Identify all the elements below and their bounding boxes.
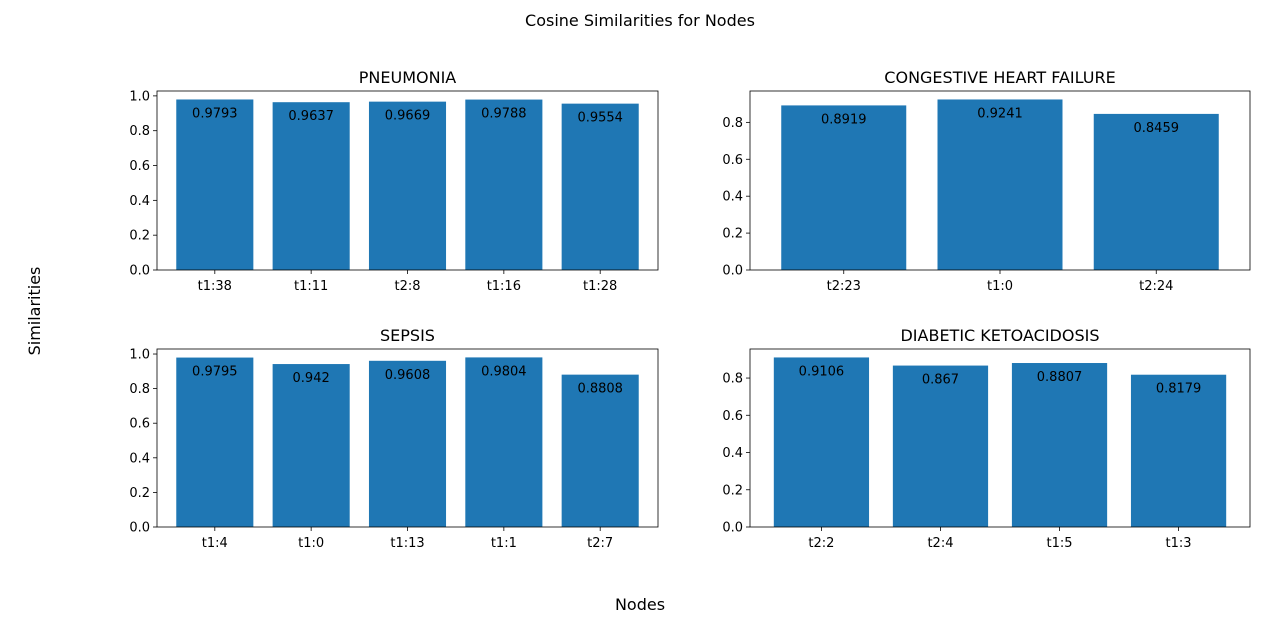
x-tick-label: t1:1 <box>491 536 517 551</box>
bar-value-label: 0.9795 <box>192 365 238 380</box>
x-tick-label: t2:2 <box>808 536 834 551</box>
bar-value-label: 0.8807 <box>1037 370 1083 385</box>
y-tick-label: 0.8 <box>129 124 150 139</box>
axes-frame <box>749 348 1251 528</box>
bar-t1-28 <box>561 103 639 270</box>
bar-t1-4 <box>176 357 254 527</box>
y-tick-label: 1.0 <box>129 89 150 104</box>
bar-t1-0 <box>937 99 1063 270</box>
bar-t1-13 <box>368 360 447 527</box>
y-tick-label: 0.8 <box>722 116 743 131</box>
bar-t2-4 <box>892 365 989 527</box>
chart-panel-bottom-right: 0.9106 t2:2 0.867 t2:4 0.8807 t1:5 0.8179 t1:3 0… <box>722 326 1251 551</box>
chart-panel-top-right: 0.8919 t2:23 0.9241 t1:0 0.8459 t2:24 0.0 0.2 0.… <box>722 68 1251 294</box>
bar-value-label: 0.9788 <box>481 107 527 122</box>
y-tick-label: 0.6 <box>129 417 150 432</box>
x-tick-label: t1:11 <box>294 279 328 294</box>
bar-value-label: 0.9241 <box>977 106 1023 121</box>
y-tick-label: 0.2 <box>129 229 150 244</box>
x-tick-label: t1:3 <box>1166 536 1192 551</box>
bar-value-label: 0.9106 <box>799 364 845 379</box>
y-tick-label: 0.6 <box>129 159 150 174</box>
y-tick-label: 0.8 <box>722 372 743 387</box>
bar-value-label: 0.867 <box>922 373 959 388</box>
chart-panel-bottom-left: 0.9795 t1:4 0.942 t1:0 0.9608 t1:13 0.9804 t1:1… <box>129 326 659 551</box>
bar-value-label: 0.8179 <box>1156 382 1202 397</box>
bar-t1-1 <box>465 357 543 527</box>
y-tick-label: 0.2 <box>129 486 150 501</box>
x-tick-label: t1:38 <box>198 279 232 294</box>
x-tick-label: t2:24 <box>1139 279 1173 294</box>
y-tick-label: 0.6 <box>722 153 743 168</box>
bar-value-label: 0.8919 <box>821 112 867 127</box>
panel-title: SEPSIS <box>380 326 435 345</box>
y-tick-label: 0.2 <box>722 227 743 242</box>
y-tick-label: 0.0 <box>129 521 150 536</box>
bar-value-label: 0.9637 <box>288 109 334 124</box>
bar-value-label: 0.9804 <box>481 364 527 379</box>
bar-value-label: 0.9554 <box>577 111 623 126</box>
axes-frame <box>749 90 1251 271</box>
x-tick-label: t1:28 <box>583 279 617 294</box>
bar-value-label: 0.942 <box>293 371 330 386</box>
bar-value-label: 0.9608 <box>385 368 431 383</box>
x-tick-label: t1:5 <box>1047 536 1073 551</box>
bar-t2-24 <box>1093 113 1219 271</box>
axes-frame <box>156 90 659 271</box>
bar-t2-8 <box>368 101 447 270</box>
x-tick-label: t1:16 <box>487 279 521 294</box>
y-tick-label: 0.8 <box>129 382 150 397</box>
y-tick-label: 0.0 <box>722 264 743 279</box>
axes-frame <box>156 348 659 528</box>
chart-panel-top-left: 0.9793 t1:38 0.9637 t1:11 0.9669 t2:8 0.9788 t1… <box>129 68 659 294</box>
bar-t1-0 <box>272 364 350 527</box>
bar-t2-2 <box>773 357 870 527</box>
y-tick-label: 0.6 <box>722 409 743 424</box>
y-tick-label: 0.4 <box>129 194 150 209</box>
x-tick-label: t2:7 <box>587 536 613 551</box>
bar-value-label: 0.8808 <box>577 382 623 397</box>
x-tick-label: t1:0 <box>987 279 1013 294</box>
y-tick-label: 0.0 <box>129 264 150 279</box>
bar-t1-16 <box>465 99 543 270</box>
x-tick-label: t2:8 <box>394 279 420 294</box>
panel-title: DIABETIC KETOACIDOSIS <box>900 326 1099 345</box>
x-tick-label: t1:4 <box>202 536 228 551</box>
panel-title: PNEUMONIA <box>359 68 457 87</box>
bar-t1-38 <box>176 99 254 270</box>
bar-value-label: 0.9793 <box>192 106 238 121</box>
y-tick-label: 0.0 <box>722 521 743 536</box>
bar-t1-11 <box>272 102 350 270</box>
bar-t2-7 <box>561 374 639 527</box>
x-tick-label: t1:13 <box>390 536 424 551</box>
bar-t1-5 <box>1011 363 1108 527</box>
bar-t2-23 <box>781 105 907 270</box>
y-tick-label: 0.4 <box>722 190 743 205</box>
figure-title: Cosine Similarities for Nodes <box>525 11 755 30</box>
x-tick-label: t1:0 <box>298 536 324 551</box>
y-tick-label: 0.4 <box>722 446 743 461</box>
y-tick-label: 0.4 <box>129 451 150 466</box>
bar-value-label: 0.9669 <box>385 109 431 124</box>
bar-t1-3 <box>1130 374 1227 527</box>
x-tick-label: t2:23 <box>827 279 861 294</box>
y-tick-label: 0.2 <box>722 483 743 498</box>
panels: 0.9793 t1:38 0.9637 t1:11 0.9669 t2:8 0.9788 t1… <box>129 68 1251 551</box>
panel-title: CONGESTIVE HEART FAILURE <box>884 68 1115 87</box>
bar-value-label: 0.8459 <box>1134 121 1180 136</box>
figure-xlabel: Nodes <box>615 595 665 614</box>
x-tick-label: t2:4 <box>927 536 953 551</box>
y-tick-label: 1.0 <box>129 348 150 363</box>
figure-ylabel: Similarities <box>25 267 44 356</box>
